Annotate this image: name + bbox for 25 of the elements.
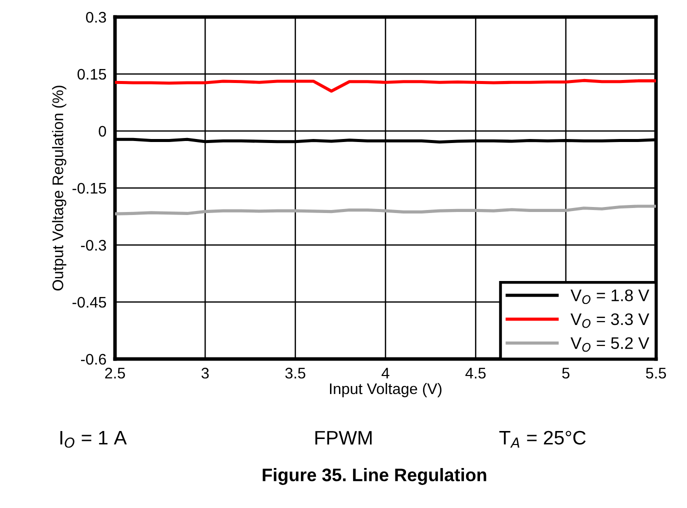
- y-tick-label: -0.3: [81, 240, 106, 251]
- legend-label: V$_{O}$ = 1.8 V: [570, 289, 650, 304]
- x-tick-label: 2.5: [105, 368, 125, 379]
- y-tick-label: -0.15: [72, 182, 106, 194]
- x-tick-label: 5.5: [646, 368, 666, 379]
- text: I$_{O}$ = 1 A: [60, 431, 127, 448]
- text: FPWM: [315, 431, 372, 444]
- x-tick-label: 5: [562, 368, 570, 379]
- y-tick-label: 0.15: [78, 68, 106, 80]
- line-series: [115, 204, 656, 216]
- x-axis-title: Input Voltage (V): [330, 382, 442, 398]
- y-axis-title: Output Voltage Regulation (%): [52, 86, 66, 290]
- y-tick-label: -0.6: [81, 354, 106, 365]
- y-tick-label: 0.3: [86, 12, 106, 23]
- text: T$_{A}$ = 25°C: [499, 430, 586, 448]
- x-tick-label: 4.5: [465, 368, 486, 379]
- line-series: [115, 78, 656, 93]
- x-tick-label: 4: [382, 368, 390, 378]
- y-tick-label: 0: [98, 126, 106, 137]
- legend-label: V$_{O}$ = 5.2 V: [570, 337, 650, 352]
- legend-label: V$_{O}$ = 3.3 V: [570, 313, 650, 328]
- x-tick-label: 3: [202, 368, 209, 379]
- x-tick-label: 3.5: [285, 368, 306, 379]
- caption: Figure 35. Line Regulation: [262, 468, 486, 485]
- y-tick-label: -0.45: [72, 296, 106, 308]
